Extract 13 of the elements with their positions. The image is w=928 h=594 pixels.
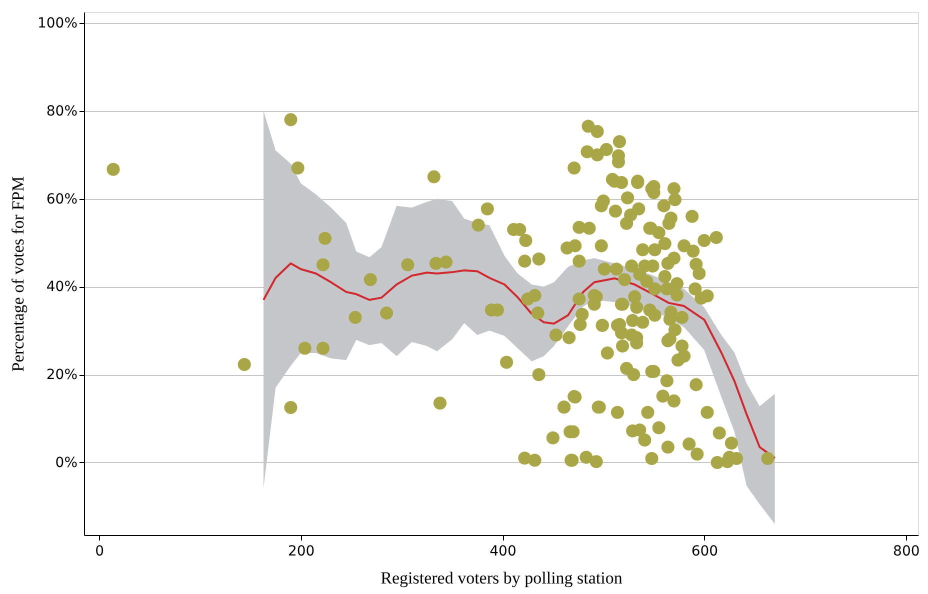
y-axis-title: Percentage of votes for FPM bbox=[8, 176, 28, 372]
y-tick-label: 100% bbox=[37, 15, 78, 32]
x-tick-label: 200 bbox=[288, 544, 315, 560]
x-tick-label: 800 bbox=[893, 544, 920, 560]
x-tick-label: 400 bbox=[490, 544, 516, 560]
y-tick-label: 0% bbox=[55, 454, 78, 471]
x-axis-title: Registered voters by polling station bbox=[380, 568, 623, 588]
x-tick-label: 0 bbox=[95, 544, 104, 560]
y-tick-label: 80% bbox=[46, 103, 78, 120]
x-tick-label: 600 bbox=[691, 544, 718, 560]
y-tick-label: 20% bbox=[46, 367, 78, 384]
y-tick-label: 60% bbox=[46, 191, 78, 208]
y-tick-label: 40% bbox=[46, 279, 78, 296]
